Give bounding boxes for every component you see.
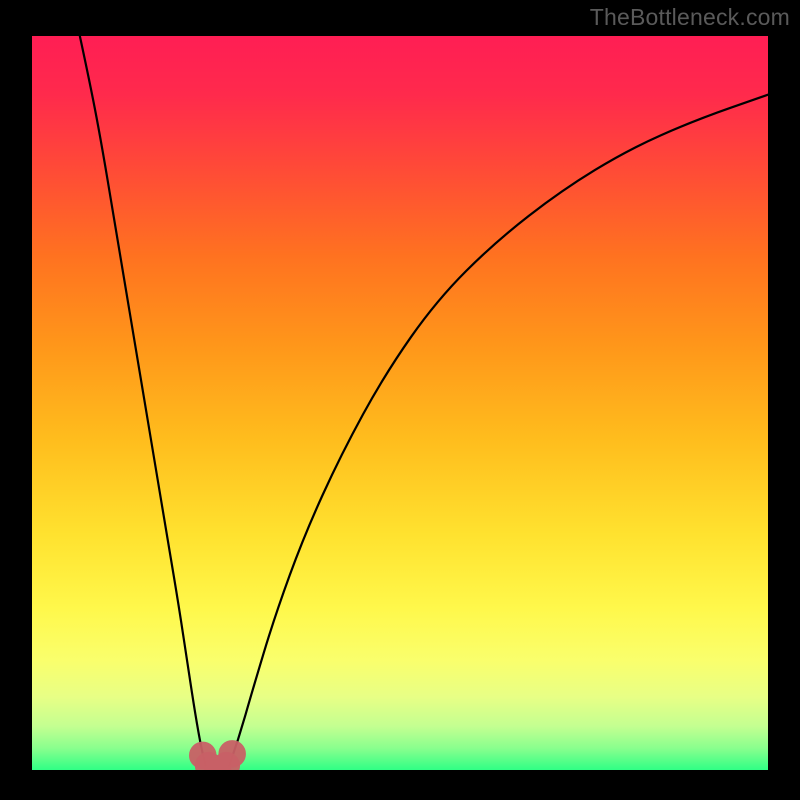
chart-svg — [32, 36, 768, 770]
watermark-text: TheBottleneck.com — [590, 4, 790, 31]
gradient-background — [32, 36, 768, 770]
chart-plot-area — [32, 36, 768, 770]
valley-marker-4 — [219, 741, 245, 767]
chart-outer-frame — [0, 0, 800, 800]
